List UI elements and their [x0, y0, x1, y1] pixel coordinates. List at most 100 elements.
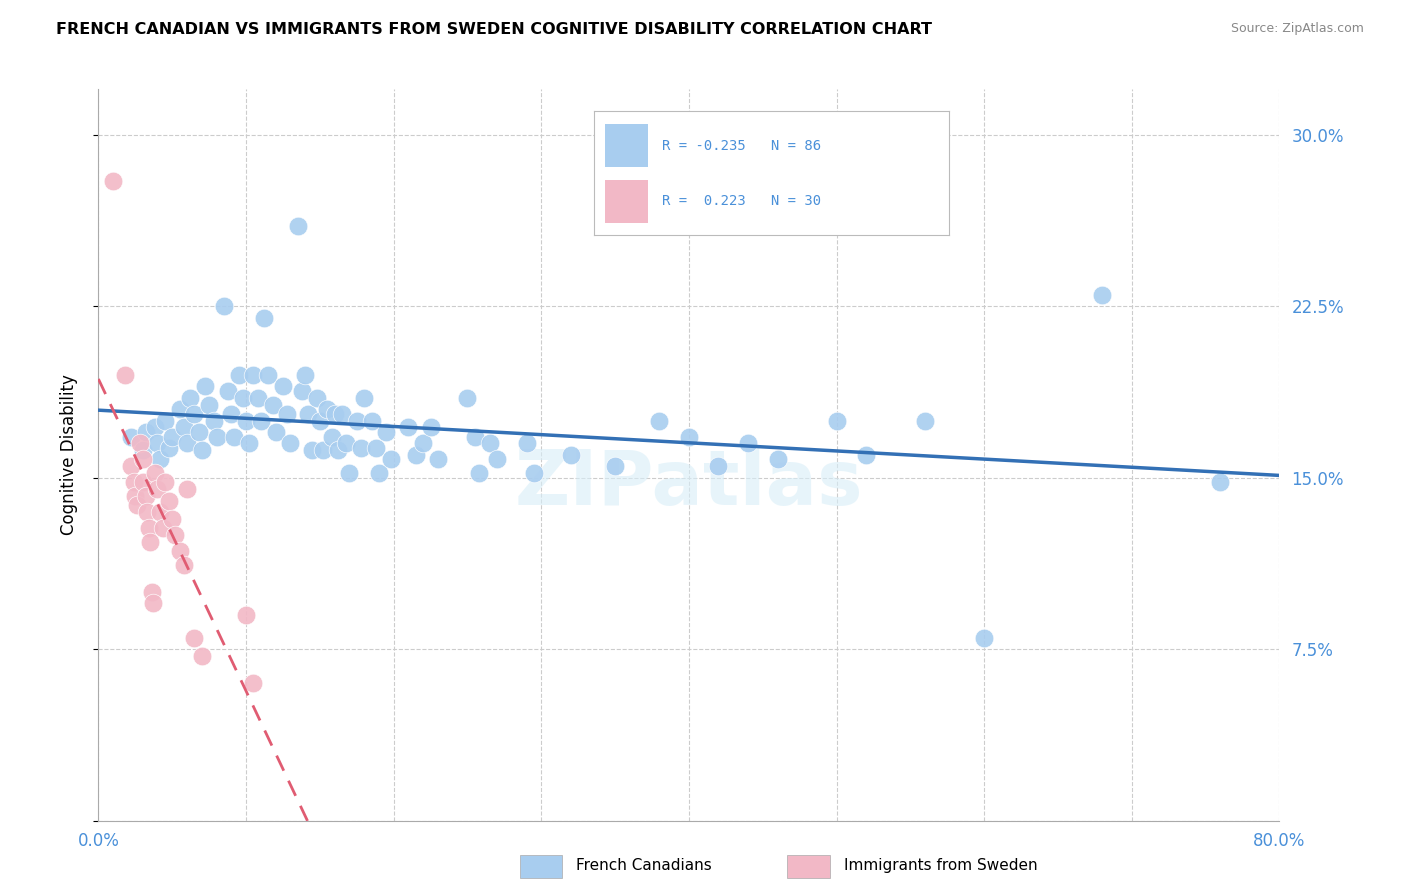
- Point: [173, 558, 195, 572]
- Point: [139, 534, 162, 549]
- Point: [103, 173, 125, 187]
- Point: [219, 407, 242, 421]
- Point: [173, 420, 195, 434]
- Text: Immigrants from Sweden: Immigrants from Sweden: [844, 858, 1038, 872]
- Point: [766, 452, 789, 467]
- Point: [305, 391, 328, 405]
- Point: [1209, 475, 1232, 490]
- Point: [368, 466, 391, 480]
- Point: [515, 436, 537, 450]
- Point: [353, 391, 375, 405]
- Point: [278, 436, 302, 450]
- Point: [825, 414, 848, 428]
- Point: [321, 429, 343, 443]
- Point: [235, 607, 257, 622]
- Point: [262, 398, 284, 412]
- Point: [456, 391, 478, 405]
- Point: [375, 425, 398, 439]
- Point: [169, 544, 191, 558]
- Point: [297, 407, 319, 421]
- Point: [224, 429, 246, 443]
- Point: [124, 489, 146, 503]
- Point: [187, 425, 209, 439]
- Point: [238, 436, 260, 450]
- Point: [326, 443, 349, 458]
- Point: [523, 466, 546, 480]
- Point: [157, 493, 180, 508]
- Text: ZIPatlas: ZIPatlas: [515, 447, 863, 521]
- Point: [146, 436, 169, 450]
- Point: [405, 448, 427, 462]
- Point: [678, 429, 700, 443]
- Point: [146, 482, 169, 496]
- Point: [149, 505, 172, 519]
- Point: [152, 521, 174, 535]
- Point: [276, 407, 298, 421]
- Point: [120, 429, 142, 443]
- Point: [183, 407, 205, 421]
- Point: [264, 425, 287, 439]
- Point: [294, 368, 316, 382]
- Point: [335, 436, 357, 450]
- Point: [291, 384, 314, 398]
- Point: [478, 436, 501, 450]
- Point: [605, 459, 627, 474]
- Point: [323, 407, 346, 421]
- Point: [339, 466, 360, 480]
- Point: [316, 402, 339, 417]
- Point: [176, 482, 198, 496]
- Point: [142, 597, 165, 611]
- Point: [165, 528, 187, 542]
- Point: [212, 299, 235, 313]
- Point: [1091, 288, 1114, 302]
- Point: [183, 631, 205, 645]
- Point: [242, 676, 264, 690]
- Point: [114, 368, 136, 382]
- Point: [253, 310, 276, 325]
- Text: French Canadians: French Canadians: [576, 858, 713, 872]
- Point: [396, 420, 419, 434]
- Point: [198, 398, 221, 412]
- Bar: [520, 855, 562, 878]
- Point: [135, 425, 157, 439]
- Point: [136, 505, 159, 519]
- Point: [257, 368, 280, 382]
- Point: [271, 379, 294, 393]
- Point: [330, 407, 353, 421]
- Point: [242, 368, 264, 382]
- Point: [122, 475, 145, 490]
- Point: [309, 414, 332, 428]
- Point: [855, 448, 877, 462]
- Point: [162, 429, 183, 443]
- Point: [427, 452, 450, 467]
- Text: Source: ZipAtlas.com: Source: ZipAtlas.com: [1230, 22, 1364, 36]
- Point: [246, 391, 269, 405]
- Point: [232, 391, 254, 405]
- Point: [143, 466, 166, 480]
- Point: [162, 512, 183, 526]
- Point: [380, 452, 402, 467]
- Point: [179, 391, 201, 405]
- Point: [191, 649, 214, 664]
- Point: [364, 441, 387, 455]
- Point: [149, 452, 172, 467]
- Point: [412, 436, 434, 450]
- Point: [157, 441, 180, 455]
- Point: [132, 443, 155, 458]
- Point: [346, 414, 368, 428]
- Point: [464, 429, 486, 443]
- Point: [312, 443, 335, 458]
- Point: [135, 489, 157, 503]
- Point: [287, 219, 309, 234]
- Point: [973, 631, 995, 645]
- Point: [132, 475, 155, 490]
- Point: [235, 414, 257, 428]
- Point: [707, 459, 730, 474]
- Y-axis label: Cognitive Disability: Cognitive Disability: [59, 375, 77, 535]
- Point: [228, 368, 250, 382]
- Point: [128, 436, 150, 450]
- Point: [194, 379, 217, 393]
- Point: [301, 443, 323, 458]
- Point: [202, 414, 225, 428]
- Point: [176, 436, 198, 450]
